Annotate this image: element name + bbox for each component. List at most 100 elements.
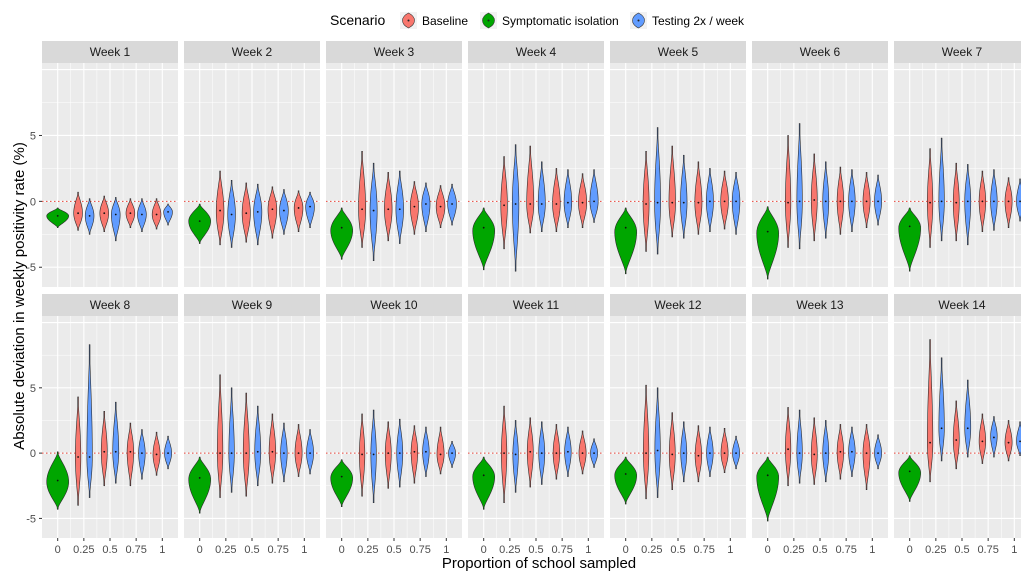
x-tick-label: 0.75 bbox=[125, 544, 146, 556]
violin-median-dot bbox=[340, 226, 343, 229]
legend-title: Scenario bbox=[330, 12, 385, 28]
facet-strip bbox=[610, 294, 746, 316]
facet-panel: Week 8 bbox=[42, 294, 178, 538]
violin-median-dot bbox=[624, 226, 627, 229]
x-tick-label: 0.25 bbox=[215, 544, 236, 556]
violin-median-dot bbox=[709, 452, 711, 455]
facet-label: Week 6 bbox=[800, 45, 841, 59]
legend-dot bbox=[407, 19, 410, 22]
violin-testing-2x-week bbox=[680, 421, 688, 483]
violin-median-dot bbox=[824, 200, 827, 203]
violin-median-dot bbox=[877, 452, 879, 455]
violin-testing-2x-week bbox=[1016, 178, 1021, 222]
x-tick-label: 0.25 bbox=[783, 544, 804, 556]
x-tick-label: 0.25 bbox=[641, 544, 662, 556]
violin-testing-2x-week bbox=[706, 426, 714, 477]
violin-median-dot bbox=[993, 200, 995, 203]
x-tick-label: 0.5 bbox=[670, 544, 685, 556]
violin-median-dot bbox=[955, 201, 958, 204]
violin-baseline bbox=[501, 405, 508, 504]
violin-median-dot bbox=[361, 453, 363, 456]
y-tick-label: 0 bbox=[30, 196, 36, 208]
violin-median-dot bbox=[981, 200, 984, 203]
violin-median-dot bbox=[929, 201, 931, 204]
violin-baseline bbox=[267, 186, 278, 239]
violin-baseline bbox=[268, 413, 276, 484]
violin-baseline bbox=[720, 428, 729, 474]
violin-baseline bbox=[73, 191, 83, 231]
violin-median-dot bbox=[245, 212, 248, 215]
violin-median-dot bbox=[387, 208, 390, 211]
violin-median-dot bbox=[798, 200, 801, 203]
violin-median-dot bbox=[230, 452, 233, 455]
violin-median-dot bbox=[529, 450, 532, 453]
violin-baseline bbox=[384, 172, 393, 242]
violin-median-dot bbox=[671, 201, 674, 204]
violin-testing-2x-week bbox=[228, 387, 235, 493]
violin-baseline bbox=[436, 426, 445, 475]
legend: Scenario Baseline Symptomatic isolation Tes… bbox=[330, 12, 745, 29]
violin-baseline bbox=[952, 400, 960, 470]
x-tick-label: 0.5 bbox=[244, 544, 259, 556]
violin-testing-2x-week bbox=[796, 123, 803, 250]
violin-baseline bbox=[668, 412, 676, 490]
violin-median-dot bbox=[271, 450, 274, 453]
violin-median-dot bbox=[824, 452, 827, 455]
violin-median-dot bbox=[540, 452, 543, 455]
facet-panel: Week 14 bbox=[894, 294, 1021, 538]
facet-strip bbox=[42, 41, 178, 63]
violin-median-dot bbox=[439, 205, 442, 208]
violin-symptomatic-isolation bbox=[898, 207, 921, 272]
x-tick-label: 0.5 bbox=[812, 544, 827, 556]
violin-baseline bbox=[410, 425, 419, 484]
facet-label: Week 3 bbox=[374, 45, 415, 59]
facet-panel: Week 7 bbox=[894, 41, 1021, 287]
violin-median-dot bbox=[309, 452, 311, 455]
violin-median-dot bbox=[141, 452, 143, 455]
facet-label: Week 12 bbox=[654, 298, 701, 312]
violin-median-dot bbox=[955, 439, 958, 441]
violin-median-dot bbox=[425, 450, 427, 453]
violin-median-dot bbox=[219, 209, 221, 212]
facet-strip bbox=[752, 41, 888, 63]
x-tick-label: 0.75 bbox=[409, 544, 430, 556]
x-tick-label: 0.25 bbox=[357, 544, 378, 556]
violin-median-dot bbox=[167, 210, 169, 213]
violin-baseline bbox=[552, 424, 560, 480]
violin-testing-2x-week bbox=[448, 441, 456, 468]
x-tick-label: 1 bbox=[869, 544, 875, 556]
violin-median-dot bbox=[309, 205, 311, 208]
violin-baseline bbox=[75, 396, 82, 506]
violin-median-dot bbox=[230, 213, 233, 216]
facet-panel: Week 4 bbox=[468, 41, 604, 287]
legend-dot bbox=[487, 19, 490, 22]
violin-median-dot bbox=[851, 450, 853, 453]
violin-median-dot bbox=[645, 452, 647, 455]
violin-median-dot bbox=[297, 452, 300, 455]
violin-baseline bbox=[1004, 177, 1013, 229]
violin-median-dot bbox=[593, 452, 595, 455]
violin-median-dot bbox=[787, 448, 789, 451]
violin-testing-2x-week bbox=[874, 434, 882, 470]
violin-symptomatic-isolation bbox=[188, 456, 211, 514]
facet-strip bbox=[894, 41, 1021, 63]
facet-strip bbox=[184, 41, 320, 63]
violin-baseline bbox=[694, 425, 702, 483]
violin-testing-2x-week bbox=[706, 168, 714, 232]
facet-strip bbox=[610, 41, 746, 63]
violin-symptomatic-isolation bbox=[472, 207, 495, 271]
violin-symptomatic-isolation bbox=[330, 207, 353, 260]
violin-testing-2x-week bbox=[369, 162, 378, 261]
facet-panel: Week 2 bbox=[184, 41, 320, 287]
violin-symptomatic-isolation bbox=[898, 455, 921, 502]
facet-label: Week 8 bbox=[90, 298, 131, 312]
violin-median-dot bbox=[929, 441, 931, 444]
violin-median-dot bbox=[908, 225, 911, 228]
violin-testing-2x-week bbox=[874, 174, 882, 226]
facet-strip bbox=[468, 294, 604, 316]
violin-symptomatic-isolation bbox=[756, 206, 779, 280]
violin-median-dot bbox=[413, 450, 416, 453]
legend-entry: Testing 2x / week bbox=[630, 12, 745, 29]
violin-testing-2x-week bbox=[563, 169, 573, 229]
